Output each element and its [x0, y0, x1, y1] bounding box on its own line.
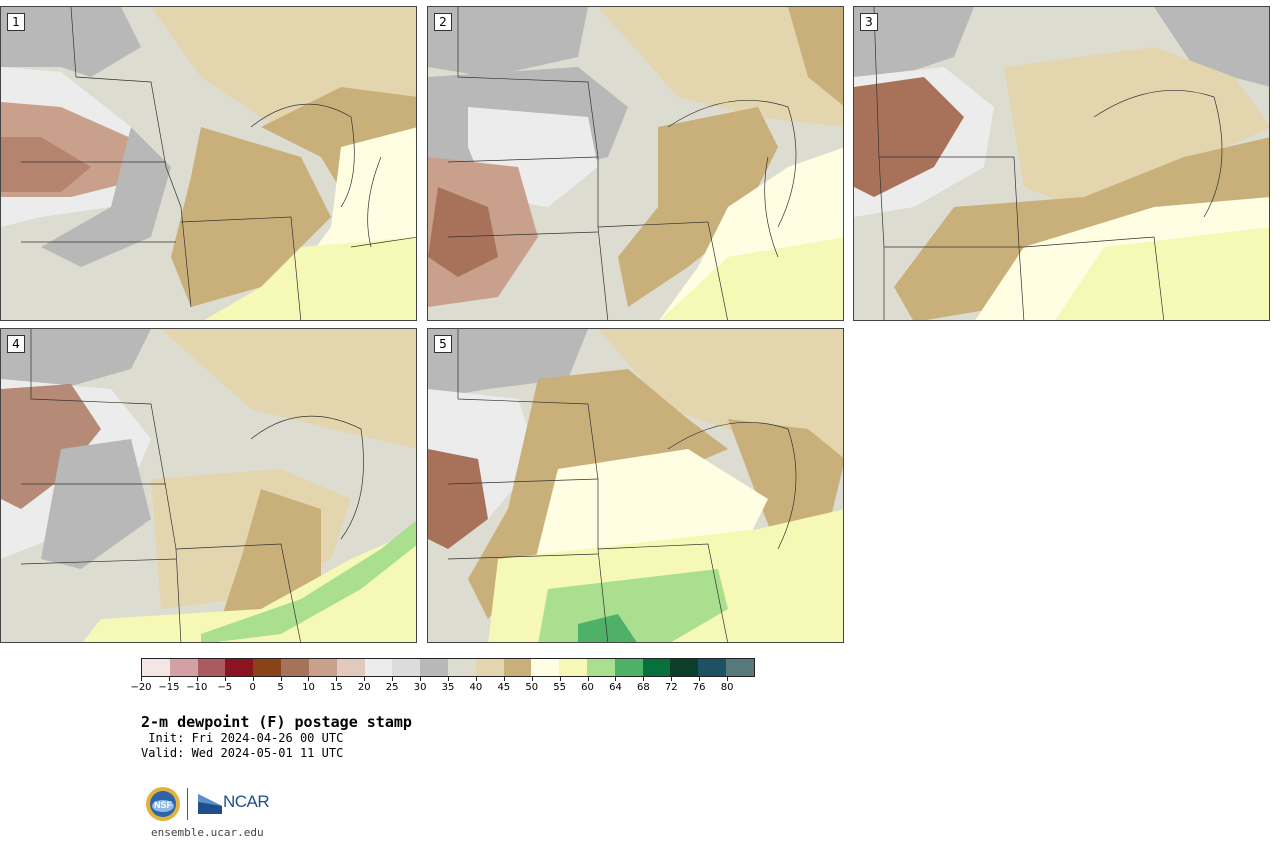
colorbar-tick: [615, 677, 617, 681]
colorbar-tick: [531, 677, 533, 681]
colorbar-tick: [587, 677, 589, 681]
colorbar-tick-label: 25: [385, 682, 399, 693]
colorbar-swatch: [587, 659, 615, 676]
colorbar-swatch: [364, 659, 393, 676]
dewpoint-map-4: [1, 329, 416, 642]
map-panel-4: 4: [0, 328, 417, 643]
colorbar-swatch: [253, 659, 282, 676]
colorbar-swatch: [336, 659, 365, 676]
colorbar-tick: [308, 677, 310, 681]
panel-number-label: 5: [434, 335, 452, 353]
colorbar-tick-label: 60: [581, 682, 594, 693]
colorbar-swatch: [142, 659, 170, 676]
colorbar-tick: [671, 677, 673, 681]
colorbar-tick-label: 80: [720, 682, 734, 693]
nsf-logo-text: NSF: [154, 800, 173, 810]
colorbar-tick-label: 50: [525, 682, 539, 693]
colorbar-tick-label: −5: [217, 682, 233, 693]
panel-number-label: 2: [434, 13, 452, 31]
colorbar-tick-label: 5: [277, 682, 284, 693]
colorbar-tick-label: 72: [664, 682, 678, 693]
colorbar-swatch: [281, 659, 309, 676]
dewpoint-colorbar: [141, 658, 755, 677]
colorbar-tick-label: 45: [497, 682, 511, 693]
chart-title: 2-m dewpoint (F) postage stamp: [141, 713, 412, 731]
colorbar-tick: [336, 677, 338, 681]
colorbar-swatch: [531, 659, 560, 676]
colorbar-tick: [224, 677, 226, 681]
panel-number-label: 1: [7, 13, 25, 31]
colorbar-swatch: [197, 659, 226, 676]
colorbar-tick-label: 10: [302, 682, 315, 693]
colorbar-tick: [559, 677, 561, 681]
colorbar-tick-label: 40: [469, 682, 483, 693]
colorbar-tick: [168, 677, 170, 681]
colorbar-tick-label: 0: [249, 682, 256, 693]
colorbar-tick: [699, 677, 701, 681]
colorbar-tick-label: 76: [692, 682, 706, 693]
colorbar-tick: [503, 677, 505, 681]
ncar-logo-icon: [198, 794, 222, 814]
colorbar-tick-label: −20: [130, 682, 152, 693]
colorbar-swatch: [559, 659, 587, 676]
colorbar-swatch: [420, 659, 448, 676]
init-time: Init: Fri 2024-04-26 00 UTC: [141, 731, 344, 745]
colorbar-tick: [141, 677, 142, 681]
colorbar-tick-label: 15: [329, 682, 343, 693]
colorbar-swatch: [642, 659, 671, 676]
dewpoint-map-2: [428, 7, 843, 320]
colorbar-tick: [392, 677, 394, 681]
colorbar-swatch: [503, 659, 532, 676]
colorbar-swatch: [698, 659, 727, 676]
colorbar-tick-label: 68: [636, 682, 650, 693]
map-panel-2: 2: [427, 6, 844, 321]
colorbar-tick: [727, 677, 729, 681]
nsf-logo-icon: NSF: [146, 787, 180, 821]
colorbar-tick-label: −10: [186, 682, 208, 693]
colorbar-swatch: [447, 659, 476, 676]
colorbar-swatch: [392, 659, 421, 676]
colorbar-tick: [643, 677, 645, 681]
colorbar-tick: [475, 677, 477, 681]
dewpoint-map-3: [854, 7, 1269, 320]
colorbar-tick: [420, 677, 422, 681]
colorbar-tick-label: −15: [158, 682, 180, 693]
ncar-logo-text: NCAR: [223, 792, 270, 811]
colorbar-tick-label: 55: [553, 682, 566, 693]
colorbar-tick-label: 64: [609, 682, 622, 693]
map-panel-1: 1: [0, 6, 417, 321]
colorbar-swatch: [475, 659, 504, 676]
dewpoint-map-5: [428, 329, 843, 642]
map-panel-5: 5: [427, 328, 844, 643]
colorbar-tick: [252, 677, 254, 681]
colorbar-swatch: [726, 659, 754, 676]
colorbar-swatch: [614, 659, 643, 676]
colorbar-tick: [448, 677, 449, 681]
panel-number-label: 4: [7, 335, 25, 353]
logo-divider: [187, 788, 188, 820]
colorbar-tick-label: 30: [413, 682, 427, 693]
colorbar-swatch: [225, 659, 254, 676]
colorbar-tick-label: 20: [357, 682, 371, 693]
colorbar-swatch: [169, 659, 198, 676]
colorbar-tick: [364, 677, 366, 681]
colorbar-swatch: [670, 659, 699, 676]
map-panel-3: 3: [853, 6, 1270, 321]
valid-time: Valid: Wed 2024-05-01 11 UTC: [141, 746, 344, 760]
site-url: ensemble.ucar.edu: [151, 826, 264, 839]
colorbar-tick-label: 35: [441, 682, 455, 693]
dewpoint-map-1: [1, 7, 416, 320]
panel-number-label: 3: [860, 13, 878, 31]
colorbar-swatch: [308, 659, 337, 676]
colorbar-tick: [280, 677, 282, 681]
colorbar-tick: [196, 677, 198, 681]
